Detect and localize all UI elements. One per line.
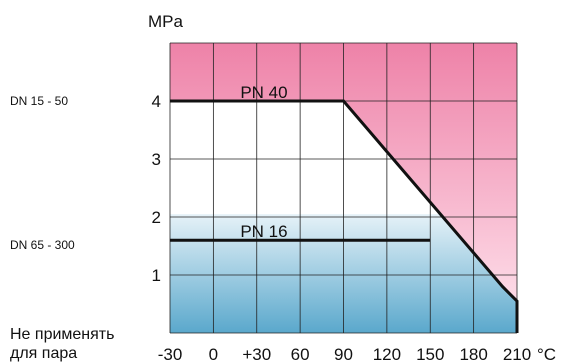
y-tick-label: 4	[152, 92, 161, 111]
dn-low-label: DN 65 - 300	[10, 238, 75, 252]
dn-high-label: DN 15 - 50	[10, 94, 68, 108]
x-tick-label: 210	[503, 345, 531, 363]
x-tick-label: 0	[209, 345, 218, 363]
no-steam-label-line1: Не применять	[10, 326, 114, 343]
x-tick-label: +30	[242, 345, 271, 363]
x-axis-unit: °C	[537, 345, 556, 363]
series-label-pn16: PN 16	[240, 222, 287, 241]
y-tick-label: 1	[152, 266, 161, 285]
no-steam-label-line2: для пара	[10, 345, 77, 362]
y-axis-unit: MPa	[148, 12, 184, 31]
series-line-pn40	[170, 99, 519, 333]
x-tick-label: 120	[373, 345, 401, 363]
y-tick-label: 3	[152, 150, 161, 169]
x-tick-label: 90	[334, 345, 353, 363]
x-tick-label: 180	[459, 345, 487, 363]
x-tick-label: 60	[291, 345, 310, 363]
y-tick-label: 2	[152, 208, 161, 227]
series-label-pn40: PN 40	[240, 83, 287, 102]
white-region	[170, 101, 441, 215]
x-tick-label: 150	[416, 345, 444, 363]
x-tick-label: -30	[158, 345, 183, 363]
